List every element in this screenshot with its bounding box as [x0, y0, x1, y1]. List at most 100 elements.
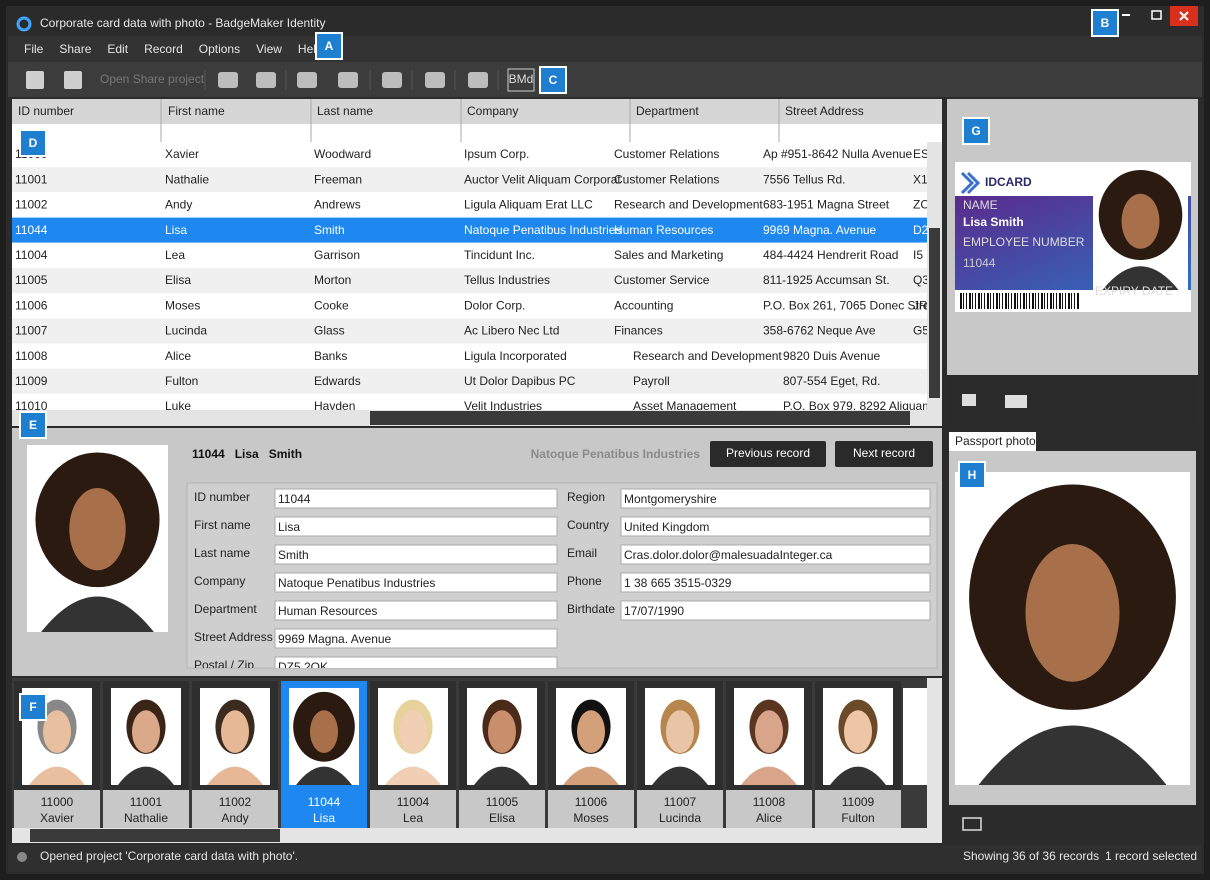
bmd-label: BMd [509, 72, 534, 86]
grid-row[interactable] [12, 268, 927, 293]
barcode-bar [1071, 293, 1072, 309]
share-project-button[interactable]: Open Share project [100, 72, 205, 86]
grid-row[interactable] [12, 368, 927, 394]
grid-cell: 9969 Magna. Avenue [763, 223, 877, 237]
field-input[interactable] [274, 488, 558, 509]
grid-cell: Garrison [314, 248, 360, 262]
field-input[interactable] [620, 600, 931, 621]
grid-cell: Ac Libero Nec Ltd [464, 324, 559, 338]
passport-tab[interactable] [949, 432, 1036, 451]
filter-button[interactable] [425, 72, 445, 88]
column-header[interactable]: First name [168, 104, 225, 118]
menu-item[interactable]: Edit [107, 42, 128, 56]
grid-row[interactable] [12, 142, 927, 167]
thumbnail-caption [14, 790, 100, 828]
field-input[interactable] [620, 572, 931, 593]
grid-cell: Customer Relations [614, 147, 719, 161]
grid-cell: 9820 Duis Avenue [783, 349, 881, 363]
maximize-button[interactable] [1151, 10, 1162, 20]
record-heading: 11044 Lisa Smith [192, 447, 302, 461]
thumbnail-id: 11007 [664, 795, 697, 809]
next-record-button[interactable] [835, 441, 933, 467]
field-input[interactable] [274, 572, 558, 593]
previous-record-label: Previous record [726, 446, 810, 460]
grid-cell: P.O. Box 979, 8292 Aliquam [783, 399, 932, 413]
photo-shoulders [563, 766, 619, 785]
menu-item[interactable]: View [256, 42, 282, 56]
barcode-bar [1074, 293, 1075, 309]
photo-face [1025, 543, 1120, 682]
menu-item[interactable]: Options [199, 42, 240, 56]
thumbnail-name: Alice [756, 811, 782, 825]
column-header[interactable]: Street Address [785, 104, 864, 118]
column-header[interactable]: Department [636, 104, 699, 118]
grid-row[interactable] [12, 293, 927, 319]
thumbnail-id: 11044 [308, 795, 341, 809]
barcode-bar [1056, 293, 1057, 309]
field-input[interactable] [620, 516, 931, 537]
barcode-bar [1017, 293, 1018, 309]
photo-shoulders [296, 766, 352, 785]
add-record-button[interactable] [297, 72, 317, 88]
window-title: Corporate card data with photo - BadgeMa… [40, 16, 326, 30]
undo-button[interactable] [218, 72, 238, 88]
field-input[interactable] [620, 488, 931, 509]
grid-cell: Customer Service [614, 273, 710, 287]
grid-cell: Ipsum Corp. [464, 147, 529, 161]
grid-cell: Lucinda [165, 324, 207, 338]
menu-item[interactable]: Record [144, 42, 183, 56]
barcode-bar [981, 293, 982, 309]
field-value: DZ5 2OK [278, 660, 328, 674]
record-heading-part: Lisa [235, 447, 259, 461]
grid-cell: Alice [165, 349, 191, 363]
menu-item[interactable]: Share [59, 42, 91, 56]
field-input[interactable] [620, 544, 931, 565]
column-header[interactable]: Company [467, 104, 518, 118]
redo-button[interactable] [256, 72, 276, 88]
column-header[interactable]: ID number [18, 104, 74, 118]
field-input[interactable] [274, 600, 558, 621]
grid-view-button[interactable] [962, 394, 976, 406]
card-view-button[interactable] [1005, 395, 1027, 408]
grid-header [12, 99, 942, 124]
previous-record-button[interactable] [710, 441, 826, 467]
link-button[interactable] [468, 72, 488, 88]
remove-record-button[interactable] [338, 72, 358, 88]
grid-row[interactable] [12, 192, 927, 218]
card-number: 11044 [963, 256, 996, 270]
print-button[interactable] [382, 72, 402, 88]
grid-cell: 11009 [15, 374, 48, 388]
minimize-button[interactable] [1122, 14, 1130, 16]
thumbnail-name: Andy [221, 811, 248, 825]
vertical-scrollbar[interactable] [927, 678, 942, 828]
field-input[interactable] [274, 544, 558, 565]
grid-cell: 11004 [15, 248, 48, 262]
selected-row[interactable] [12, 217, 927, 243]
grid-row[interactable] [12, 318, 927, 344]
grid-row[interactable] [12, 394, 927, 419]
open-button[interactable] [64, 71, 82, 89]
column-header[interactable]: Last name [317, 104, 373, 118]
field-value: 17/07/1990 [624, 604, 684, 618]
grid-cell: Woodward [314, 147, 371, 161]
photo-face [43, 710, 71, 753]
grid-row[interactable] [12, 167, 927, 193]
grid-cell: 484-4424 Hendrerit Road [763, 248, 898, 262]
barcode-bar [960, 293, 962, 309]
menu-item[interactable]: File [24, 42, 44, 56]
grid-row[interactable] [12, 343, 927, 369]
grid-cell: Dolor Corp. [464, 298, 525, 312]
field-input[interactable] [274, 516, 558, 537]
record-company: Natoque Penatibus Industries [531, 447, 701, 461]
field-label: Region [567, 490, 605, 504]
field-input[interactable] [274, 628, 558, 649]
menu-bar [8, 36, 1202, 62]
thumbnail-name: Fulton [841, 811, 874, 825]
new-button[interactable] [26, 71, 44, 89]
preview-toolbar [947, 375, 1198, 425]
bmd-button[interactable] [507, 68, 535, 92]
field-input[interactable] [274, 656, 558, 676]
barcode-bar [984, 293, 985, 309]
grid-row[interactable] [12, 242, 927, 268]
camera-button[interactable] [962, 817, 982, 831]
